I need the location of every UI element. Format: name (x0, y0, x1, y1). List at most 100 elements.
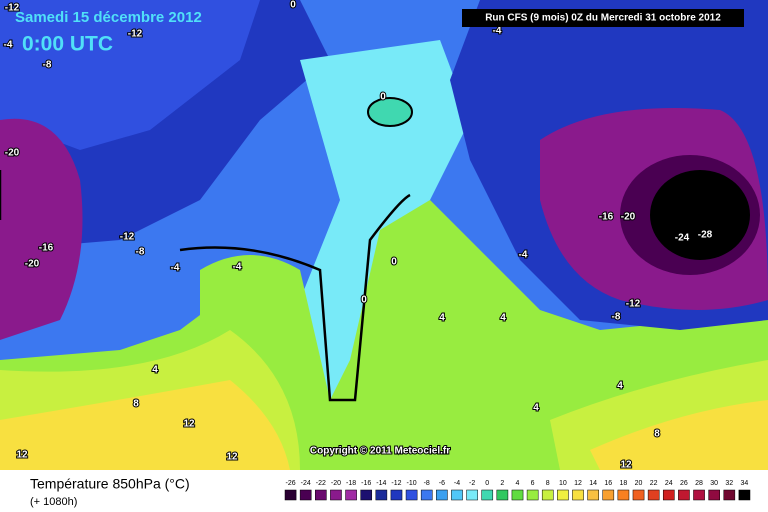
legend-swatch (284, 489, 297, 501)
legend-swatch (496, 489, 509, 501)
date: Samedi 15 décembre 2012 (15, 9, 202, 26)
legend-swatch (587, 489, 599, 501)
legend-label: -14 (376, 480, 386, 487)
legend-swatch (617, 489, 630, 501)
contour-label: -28 (698, 230, 713, 241)
contour-label: -8 (136, 247, 145, 258)
legend-label: -6 (439, 480, 445, 487)
footer-title: Température 850hPa (°C) (30, 476, 190, 492)
contour-label: -4 (493, 26, 502, 37)
legend-label: -8 (424, 480, 430, 487)
legend-label: 24 (665, 480, 673, 487)
legend-swatch (511, 489, 524, 501)
legend-swatch (647, 489, 660, 501)
legend-swatch (662, 489, 675, 501)
legend-label: 14 (589, 480, 597, 487)
legend-swatch (466, 489, 478, 501)
contour-label: 0 (391, 257, 397, 268)
contour-labels: 0-12-4-8-12 -40-20-16-20-12-8-4 -4 0-40-16-… (3, 0, 714, 472)
legend-swatch (557, 489, 569, 501)
contour-label: 12 (620, 460, 632, 471)
contour-label: 4 (152, 365, 158, 376)
run-box (462, 9, 744, 27)
legend-swatch (405, 489, 418, 501)
legend-label: -18 (346, 480, 356, 487)
legend-label: 22 (650, 480, 658, 487)
contour-label: 4 (617, 381, 623, 392)
contour-label: -8 (612, 312, 621, 323)
legend-label: -4 (454, 480, 460, 487)
contour-label: -12 (128, 29, 143, 40)
contour-label: 12 (183, 419, 195, 430)
contour-label: -8 (43, 60, 52, 71)
legend-swatch (602, 489, 615, 501)
contour-label: 12 (16, 450, 28, 461)
legend-label: 32 (725, 480, 733, 487)
contour-label: -16 (39, 243, 54, 254)
legend-swatch (299, 489, 312, 501)
contour-label: -4 (233, 262, 242, 273)
contour-label: 8 (654, 429, 660, 440)
contour-label: -12 (120, 232, 135, 243)
legend-swatch (632, 489, 645, 501)
legend-label: -20 (331, 480, 341, 487)
contour-label: 4 (500, 313, 506, 324)
contour-label: -20 (5, 148, 20, 159)
legend-label: 30 (710, 480, 718, 487)
legend-swatch (345, 489, 357, 501)
legend-swatch (360, 489, 373, 501)
legend-swatch (723, 489, 736, 501)
contour-label: -20 (621, 212, 636, 223)
contour-label: 0 (361, 295, 367, 306)
run-info: Run CFS (9 mois) 0Z du Mercredi 31 octob… (485, 13, 721, 24)
legend-label: 10 (559, 480, 567, 487)
legend-swatch (678, 489, 690, 501)
legend-swatch (315, 489, 327, 501)
legend-swatch (330, 489, 342, 501)
legend-swatch (526, 489, 539, 501)
contour-label: 4 (533, 403, 539, 414)
legend-label: -22 (316, 480, 326, 487)
contour-label: -20 (25, 259, 40, 270)
legend-label: 16 (604, 480, 612, 487)
legend-swatch (572, 489, 584, 501)
legend: -26 -24 -22 -20 -18 -16 -14 -12 -10 -8 -6 -4 -2 0 2 4 6 8… (284, 480, 751, 501)
legend-swatch (390, 489, 403, 501)
contour-label: 4 (439, 313, 445, 324)
contour-label: -12 (5, 3, 20, 14)
legend-label: 6 (531, 480, 535, 487)
map-field (0, 0, 768, 470)
legend-swatch (375, 489, 388, 501)
time: 0:00 UTC (22, 33, 113, 56)
legend-label: 0 (485, 480, 489, 487)
contour-label: -4 (519, 250, 528, 261)
legend-swatch (481, 489, 494, 501)
legend-label: 12 (574, 480, 582, 487)
legend-label: -2 (469, 480, 475, 487)
legend-label: 20 (635, 480, 643, 487)
legend-swatch (693, 489, 705, 501)
legend-swatch (738, 489, 751, 501)
legend-label: -16 (361, 480, 371, 487)
legend-swatch (436, 489, 448, 501)
legend-swatch (541, 489, 554, 501)
legend-label: -26 (286, 480, 296, 487)
legend-label: -24 (301, 480, 311, 487)
contour-label: 12 (226, 452, 238, 463)
copyright: Copyright © 2011 Meteociel.fr (310, 446, 450, 457)
legend-label: 8 (546, 480, 550, 487)
legend-swatch (451, 489, 463, 501)
legend-label: 28 (695, 480, 703, 487)
legend-swatch (708, 489, 720, 501)
legend-label: 4 (516, 480, 520, 487)
contour-label: -24 (675, 233, 690, 244)
legend-label: -12 (391, 480, 401, 487)
contour-label: -4 (4, 40, 13, 51)
contour-label: -4 (171, 263, 180, 274)
legend-label: -10 (407, 480, 417, 487)
contour-label: -16 (599, 212, 614, 223)
contour-label: 0 (380, 92, 386, 103)
legend-swatch (420, 489, 433, 501)
